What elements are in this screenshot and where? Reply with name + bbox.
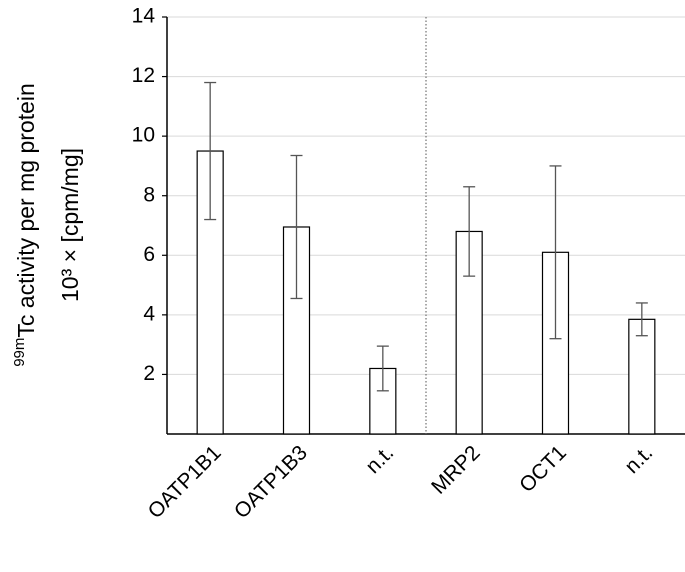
y-tick-label: 8 <box>143 183 155 206</box>
x-tick-label: OATP1B1 <box>144 441 226 523</box>
x-tick-label: n.t. <box>361 441 398 478</box>
error-bar <box>376 345 389 392</box>
y-tick-label: 4 <box>143 302 155 325</box>
y-tick-label: 2 <box>143 362 155 385</box>
y-tick-label: 10 <box>132 124 155 147</box>
y-tick-label: 12 <box>132 64 155 87</box>
y-axis-title-2: 10³ × [cpm/mg] <box>57 148 83 302</box>
error-bar <box>635 302 648 337</box>
y-tick-label: 14 <box>132 5 156 28</box>
bar <box>628 318 656 435</box>
y-axis-label: 99mTc activity per mg protein 10³ × [cpm… <box>11 83 83 367</box>
y-axis-title-sup: 99m <box>11 338 28 367</box>
x-tick-label: n.t. <box>620 441 657 478</box>
error-bar <box>463 186 476 277</box>
error-bar <box>204 81 217 221</box>
y-tick-label: 6 <box>143 243 155 266</box>
y-axis-title-main: Tc activity per mg protein <box>13 83 39 337</box>
error-bar <box>290 154 303 300</box>
x-tick-label: OATP1B3 <box>230 441 312 523</box>
error-bar <box>549 165 562 340</box>
x-tick-label: MRP2 <box>427 441 485 499</box>
y-axis-title: 99mTc activity per mg protein <box>11 83 39 367</box>
x-tick-label: OCT1 <box>515 441 571 497</box>
